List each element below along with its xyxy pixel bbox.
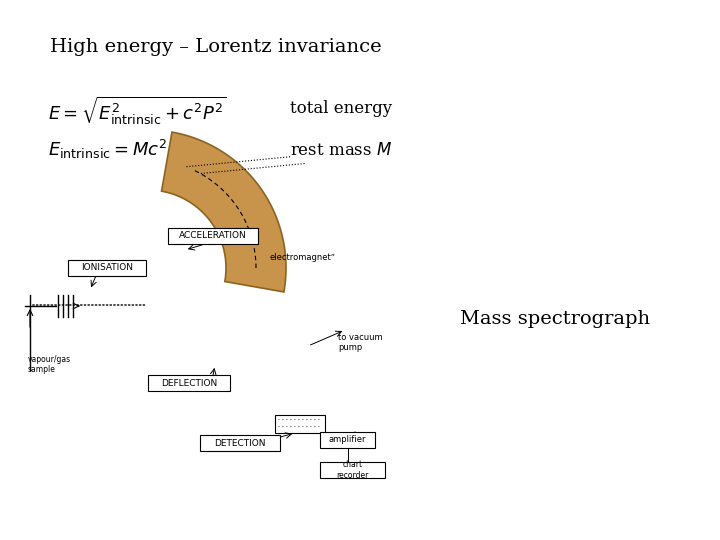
- Text: total energy: total energy: [290, 100, 392, 117]
- FancyBboxPatch shape: [68, 260, 146, 276]
- Text: $E = \sqrt{E_{\rm intrinsic}^2 + c^2 P^2}$: $E = \sqrt{E_{\rm intrinsic}^2 + c^2 P^2…: [48, 95, 227, 127]
- Text: IONISATION: IONISATION: [81, 264, 133, 273]
- Text: electromagnetˮ: electromagnetˮ: [270, 253, 336, 262]
- Text: amplifier: amplifier: [329, 435, 366, 444]
- Text: to vacuum
pump: to vacuum pump: [338, 333, 382, 353]
- FancyBboxPatch shape: [200, 435, 280, 451]
- Text: ACCELERATION: ACCELERATION: [179, 232, 247, 240]
- FancyBboxPatch shape: [320, 432, 375, 448]
- FancyBboxPatch shape: [168, 228, 258, 244]
- FancyBboxPatch shape: [320, 462, 385, 478]
- Text: rest mass $M$: rest mass $M$: [290, 142, 392, 159]
- Text: DEFLECTION: DEFLECTION: [161, 379, 217, 388]
- Text: chart
recorder: chart recorder: [336, 460, 369, 480]
- Text: High energy – Lorentz invariance: High energy – Lorentz invariance: [50, 38, 382, 56]
- Polygon shape: [161, 132, 286, 292]
- Text: vapour/gas
sample: vapour/gas sample: [28, 355, 71, 374]
- Text: Mass spectrograph: Mass spectrograph: [460, 310, 650, 328]
- FancyBboxPatch shape: [148, 375, 230, 391]
- Text: DETECTION: DETECTION: [215, 438, 266, 448]
- Text: $E_{\rm intrinsic} = Mc^2$: $E_{\rm intrinsic} = Mc^2$: [48, 138, 167, 161]
